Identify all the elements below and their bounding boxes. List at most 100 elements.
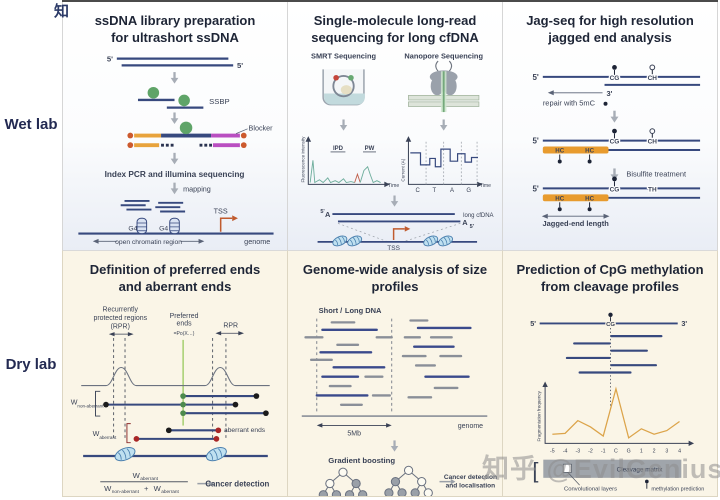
methylated-cpg-icon [645,479,649,484]
smrt-well-icon [322,69,365,106]
aberrant-ends-label: aberrant ends [224,427,266,434]
panel4-title: Definition of preferred ends and aberran… [69,262,281,296]
region-labels: Recurrently protected regions (RPR) Pref… [93,306,245,337]
numerator-subscript: aberrant [140,476,158,482]
cg-site-label: CG [610,138,620,145]
fragment-legend: Short / Long DNA [319,306,382,315]
aberrant-ratio-formula: W aberrant W non-aberrant + W aberrant C… [100,471,270,495]
ch-site-label: CH [648,75,658,82]
bin-boundary-lines [316,318,393,413]
w-aberrant-subscript: aberrant [99,435,117,440]
th-site-label: TH [648,186,657,193]
blocker-label: Blocker [249,124,274,133]
top-border-rule [62,0,718,2]
dsdna-duplex: 5' 5' [107,54,243,70]
ch-site-label: CH [648,138,658,145]
cg-site-label: CG [610,75,620,82]
tick-label: 2 [653,448,656,454]
cg-site-label: CG [610,186,620,193]
aberrant-reads: aberrant ends W aberrant [93,422,266,443]
panel-ssdna-library: ssDNA library preparation for ultrashort… [62,2,287,250]
ssbp-protein-icon [179,121,193,134]
panel6-title-line1: Prediction of CpG methylation [516,262,704,277]
nucleosome-icon [205,446,227,461]
panel-size-profiles: Genome-wide analysis of size profiles Sh… [287,250,502,497]
rpr-label-line2: protected regions [93,315,147,322]
coverage-curve [81,366,270,386]
tick-label: -5 [550,448,555,454]
cnn-block: [ Cleavage matrix Convolutional layers m… [532,458,704,493]
fluorophore-green-icon [348,74,354,81]
tick-label: 4 [678,448,681,454]
fragmentation-axis-label: Fragmentation frequency [537,390,542,441]
fluorophore-red-icon [333,74,339,81]
rpr-right-label: RPR [223,322,238,329]
dry-lab-label: Dry lab [5,356,57,373]
three-prime-label: 3' [681,319,687,328]
tss-label: TSS [387,245,400,250]
panel1-title-line1: ssDNA library preparation [94,13,256,28]
time-axis-label: Time [388,183,399,189]
convolution-kernel-icon [562,463,572,473]
tick-label: 1 [640,448,643,454]
panel2-title-line2: sequencing for long cfDNA [311,29,479,45]
w-non-aberrant-label: W [71,398,78,406]
tss-arrow-icon [392,227,405,240]
genome-label: genome [244,237,270,246]
down-arrow-icon [439,119,448,131]
panel6-title-line2: from cleavage profiles [541,278,679,294]
g4-structure-icon [169,217,180,234]
repaired-jagged-segment [542,194,609,202]
mapped-read-stacks [120,199,186,213]
cleavage-profile-line [552,386,680,439]
longread-diagram: SMRT Sequencing Nanopore Sequencing [301,51,494,250]
nucleosome-icon [438,235,453,247]
ipd-label: IPD [333,146,344,152]
genome-track: G4 G4 TSS genome open chromatin region [78,206,274,246]
watermark: 知乎 @EvilGenius [482,454,720,484]
five-prime-label: 5' [530,319,536,328]
jagged-end-length-label: Jagged-end length [543,219,610,228]
bisulfite-label: Bisulfite treatment [626,169,687,178]
denominator-w2: W [154,484,162,493]
genome-projection: TSS [317,222,478,250]
a-base-label: A [325,210,331,219]
repaired-jagged-segment [542,146,609,154]
tick-label: 3 [665,448,668,454]
cancer-detection-label: Cancer detection [205,479,269,488]
base-g-label: G [466,188,471,194]
current-axis-label: Current (A) [401,158,406,181]
tick-label: -1 [601,448,606,454]
hc-label: HC [585,147,594,154]
unmethylated-ch-icon [649,64,656,71]
unmethylated-ch-icon [649,128,656,134]
open-chromatin-label: open chromatin region [115,239,182,246]
decision-tree-icon [384,465,433,496]
five-prime-label: 5' [533,184,539,193]
nucleosome-icon [423,235,439,247]
cpg-diagram: 5' 3' CG Fragmentation frequency -5 -4 [530,312,704,493]
reference-strand: 5' 3' CG [530,312,687,329]
hc-label: HC [555,147,564,154]
g4-label-right: G4 [159,226,168,233]
aligned-fragments [565,334,663,374]
fluorescence-trace-chart: Fluorescence intensity IPD PW Time [301,136,400,189]
five-prime-label: 5' [320,209,325,215]
genome-with-nucleosomes [83,446,268,461]
panel4-title-line2: and aberrant ends [118,278,232,294]
methyl-dot-icon [603,101,608,106]
tss-label: TSS [214,206,228,215]
panel4-title-line1: Definition of preferred ends [89,262,261,277]
panel3-title: Jag-seq for high resolution jagged end a… [509,13,711,47]
panel3-title-line2: jagged end analysis [548,29,672,45]
tick-label: -2 [588,448,593,454]
current-trace-chart: Current (A) C T A G Time [401,135,491,194]
a-base-label: A [462,218,468,227]
ssdna-diagram: 5' 5' SSBP [78,54,274,246]
tss-arrow-icon [219,217,233,232]
g4-label-left: G4 [128,226,137,233]
short-dna-legend: Short [319,306,339,315]
wet-lab-label: Wet lab [4,116,58,133]
rpr-label-line3: (RPR) [111,323,130,330]
